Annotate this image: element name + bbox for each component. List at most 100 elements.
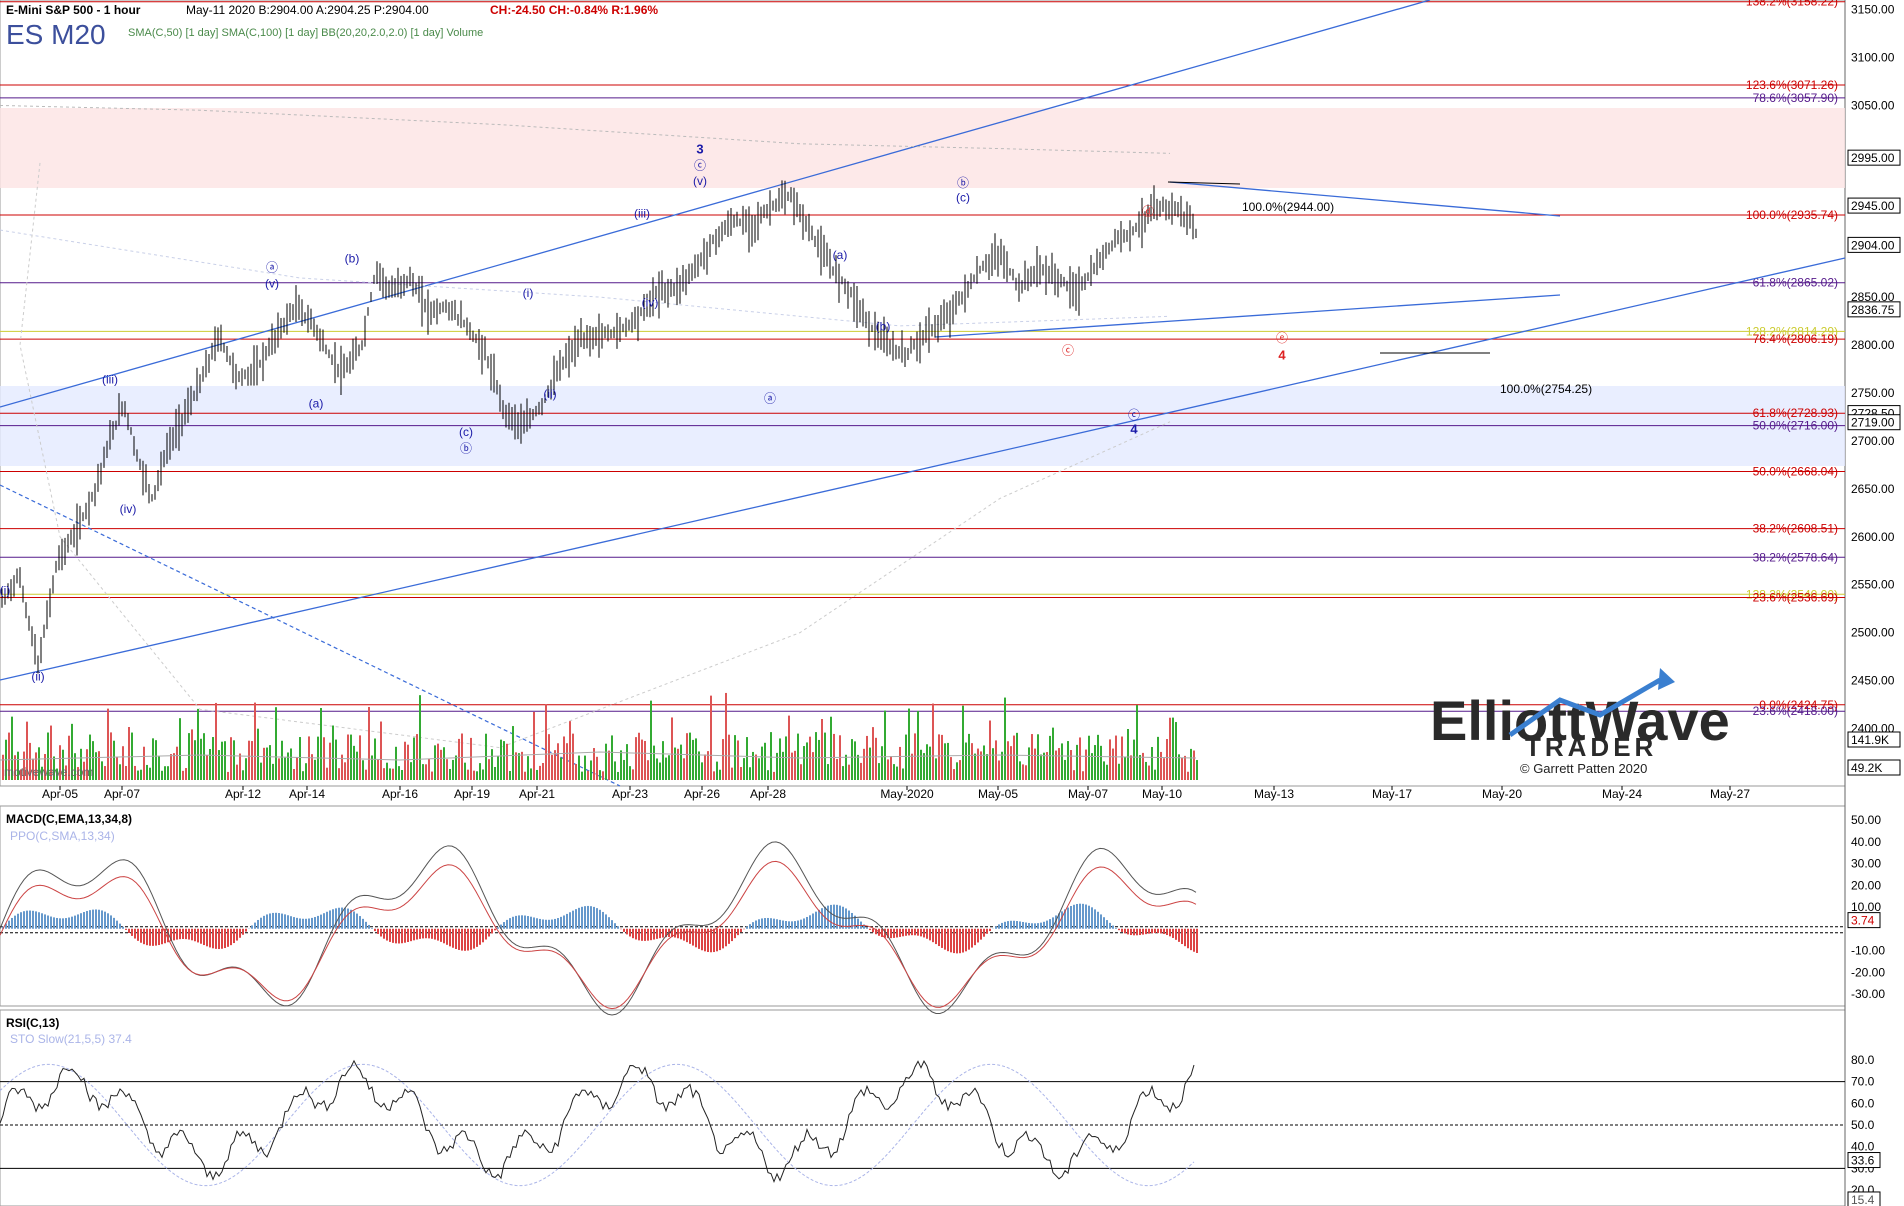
fib-label: 138.2%(3158.22) <box>1746 0 1838 9</box>
volume-bar <box>272 763 274 780</box>
macd-hist-bar <box>689 928 691 944</box>
volume-bar <box>977 748 979 780</box>
macd-hist-bar <box>1064 909 1066 929</box>
macd-hist-bar <box>1187 928 1189 949</box>
volume-bar <box>206 755 208 780</box>
volume-bar <box>470 737 472 780</box>
axis-date-label: Apr-26 <box>684 787 720 801</box>
volume-bar <box>1040 754 1042 780</box>
macd-hist-bar <box>569 912 571 929</box>
volume-bar <box>995 740 997 780</box>
volume-bar <box>284 757 286 780</box>
volume-bar <box>26 721 28 780</box>
macd-hist-bar <box>212 928 214 949</box>
macd-hist-bar <box>932 928 934 943</box>
macd-hist-bar <box>305 918 307 929</box>
trendlines <box>0 0 1846 787</box>
volume-bar <box>1148 765 1150 780</box>
volume-bar <box>980 751 982 780</box>
volume-bar <box>803 746 805 780</box>
volume-bar <box>302 771 304 780</box>
volume-bar <box>590 760 592 780</box>
macd-tick: 50.00 <box>1851 813 1881 827</box>
macd-tick: 20.00 <box>1851 878 1881 892</box>
volume-bar <box>44 754 46 780</box>
logo-copyright: © Garrett Patten 2020 <box>1520 761 1647 776</box>
macd-hist-bar <box>728 928 730 944</box>
wave-label: (iv) <box>120 502 137 516</box>
volume-bar <box>1115 735 1117 780</box>
volume-bar <box>1094 745 1096 780</box>
macd-hist-bar <box>911 928 913 936</box>
volume-bar <box>830 716 832 780</box>
macd-hist-bar <box>488 928 490 937</box>
volume-bar <box>695 738 697 780</box>
macd-hist-bar <box>341 907 343 929</box>
macd-hist-bar <box>788 921 790 929</box>
volume-bar <box>1163 758 1165 780</box>
macd-hist-bar <box>857 918 859 929</box>
volume-bar <box>509 770 511 780</box>
volume-bar <box>1121 736 1123 780</box>
macd-hist-bar <box>599 909 601 929</box>
wave-label: (ii) <box>31 670 44 684</box>
volume-bar <box>266 747 268 780</box>
macd-hist-bar <box>371 928 373 929</box>
macd-hist-bar <box>887 928 889 939</box>
volume-bar <box>161 770 163 780</box>
macd-hist-bar <box>1154 928 1156 934</box>
axis-date-label: Apr-14 <box>289 787 325 801</box>
macd-hist-bar <box>938 928 940 947</box>
axis-tick-label: 2550.00 <box>1851 578 1895 592</box>
volume-bar <box>323 737 325 780</box>
volume-bar <box>428 758 430 780</box>
axis-date-label: Apr-07 <box>104 787 140 801</box>
volume-bar <box>821 719 823 780</box>
volume-bar <box>899 746 901 780</box>
macd-hist-bar <box>1130 928 1132 936</box>
macd-hist-bar <box>1115 928 1117 929</box>
rsi-tick: 80.0 <box>1851 1053 1875 1067</box>
macd-hist-bar <box>521 915 523 929</box>
axis-date-label: May-10 <box>1142 787 1182 801</box>
macd-hist-bar <box>365 921 367 929</box>
macd-hist-bar <box>767 917 769 929</box>
macd-hist-bar <box>497 927 499 929</box>
macd-hist-bar <box>329 910 331 929</box>
macd-hist-bar <box>467 928 469 951</box>
volume-bar <box>503 741 505 780</box>
volume-bar <box>134 765 136 780</box>
macd-hist-bar <box>752 922 754 929</box>
volume-bar <box>536 769 538 780</box>
volume-bar <box>1052 727 1054 780</box>
macd-hist-bar <box>533 917 535 929</box>
macd-hist-bar <box>560 916 562 929</box>
volume-bar <box>404 741 406 780</box>
volume-bar <box>209 748 211 780</box>
volume-bar <box>1004 697 1006 780</box>
volume-bar <box>887 759 889 780</box>
macd-hist-bar <box>818 909 820 929</box>
volume-bar <box>482 769 484 780</box>
macd-hist-bar <box>1070 905 1072 929</box>
macd-hist-bar <box>374 928 376 932</box>
macd-hist-bar <box>320 914 322 929</box>
fib-label: 38.2%(2578.64) <box>1753 550 1838 564</box>
macd-hist-bar <box>596 908 598 929</box>
macd-hist-bar <box>137 928 139 941</box>
upper-band <box>0 104 1171 154</box>
volume-bar <box>368 706 370 780</box>
macd-hist-bar <box>350 909 352 929</box>
volume-bar <box>737 740 739 780</box>
macd-hist-bar <box>59 918 61 929</box>
volume-bar <box>431 771 433 780</box>
macd-hist-bar <box>131 928 133 936</box>
axis-tick-label: 2850.00 <box>1851 290 1895 304</box>
volume-bar <box>449 768 451 780</box>
macd-hist-bar <box>383 928 385 939</box>
volume-bar <box>353 745 355 780</box>
macd-hist-bar <box>62 918 64 929</box>
macd-hist-bar <box>665 928 667 938</box>
volume-bar <box>908 708 910 780</box>
volume-bar <box>146 764 148 780</box>
